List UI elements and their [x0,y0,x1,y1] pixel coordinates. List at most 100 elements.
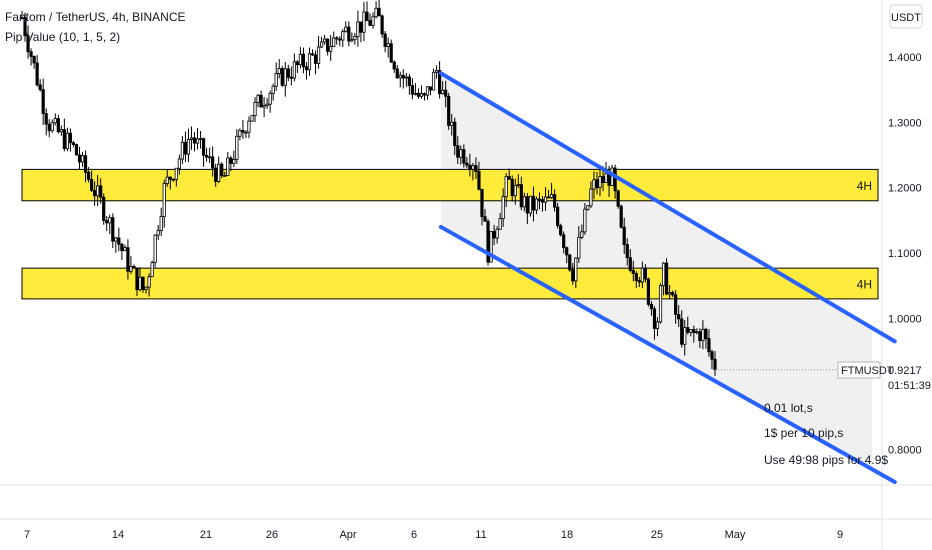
candle-body [44,113,48,125]
candle-body [495,228,499,239]
candle-body [268,92,272,105]
candle-body [389,43,393,63]
candle-body [565,247,569,256]
x-tick-label-10: 9 [837,529,843,541]
candle-body [434,69,439,73]
candle-body [250,115,254,122]
candle-body [62,129,66,149]
candle-body [595,179,599,189]
candle-body [562,234,566,249]
candle-body [447,95,451,126]
candle-body [643,267,647,280]
candle-body [589,188,593,207]
candle-body [553,194,557,208]
candle-body [652,308,657,329]
candle-body [329,46,333,52]
candle-body [407,76,411,86]
candle-body [356,21,360,37]
candle-body [220,163,224,177]
candle-body [347,26,351,42]
candle-body [201,138,206,156]
candle-body [217,163,221,182]
candle-body [338,38,342,41]
candle-body [477,171,481,190]
candle-body [422,93,427,96]
candle-body [316,46,321,64]
candle-body [195,138,200,144]
candle-body [692,329,696,333]
candle-body [211,156,215,169]
candle-body [456,145,460,158]
candle-body [159,216,163,232]
channel-lower-line[interactable] [438,224,897,484]
candle-body [486,220,490,263]
candle-body [93,190,97,197]
candle-body [704,328,708,340]
y-tick-label-3: 1.1000 [888,248,922,260]
candle-body [695,331,699,334]
channel-upper-line[interactable] [438,71,897,344]
candle-body [416,92,421,97]
candle-body [174,167,178,180]
candle-body [401,74,405,79]
candle-body [713,358,717,371]
candle-body [165,176,169,185]
candle-body [465,162,469,166]
candle-body [208,156,212,159]
candle-body [335,37,339,40]
candle-body [50,122,54,132]
candle-body [637,280,641,283]
candle-body [68,132,73,144]
annotation-use: Use 49:98 pips for 4.9$ [764,453,888,467]
candle-body [120,243,124,252]
candle-body [183,141,188,155]
candle-body [26,35,30,53]
candle-body [583,208,587,233]
support-zone-2[interactable] [21,267,879,300]
candle-body [574,257,578,282]
candle-body [274,73,278,87]
candle-body [365,11,369,21]
candle-body [90,179,94,191]
candle-body [471,165,475,170]
candle-body [186,138,191,155]
candle-body [156,230,160,236]
candle-body [168,176,172,180]
candle-body [241,130,245,133]
candle-body [259,94,263,108]
candle-body [138,276,142,291]
support-zone-1[interactable] [21,168,879,202]
candle-body [380,15,384,35]
candle-body [77,154,82,163]
candle-body [247,120,251,133]
candle-body [141,276,145,290]
y-tick-label-2: 1.2000 [888,183,922,195]
candle-body [404,76,408,79]
currency-button[interactable]: USDT [889,4,923,29]
candle-body [301,53,306,68]
y-tick-label-5: 0.8000 [888,444,922,456]
candle-body [677,314,681,320]
candle-body [323,38,327,43]
candle-body [198,138,203,140]
candle-body [649,303,654,310]
x-tick-label-4: Apr [339,529,356,541]
candle-body [362,11,366,33]
candle-body [289,76,293,79]
candle-body [371,16,375,26]
candle-body [668,292,672,295]
candle-body [519,184,523,208]
candle-body [71,142,76,145]
candle-body [96,185,100,197]
candle-body [235,135,239,160]
y-tick-label-0: 1.4000 [888,52,922,64]
candle-body [546,196,551,199]
candle-body [47,123,51,132]
candle-body [307,53,312,71]
candle-body [326,38,330,52]
x-tick-label-6: 11 [475,529,486,541]
candle-body [204,154,209,158]
price-tag: FTMUSDT 0.9217 01:51:39 [837,361,931,392]
candle-body [474,165,478,172]
